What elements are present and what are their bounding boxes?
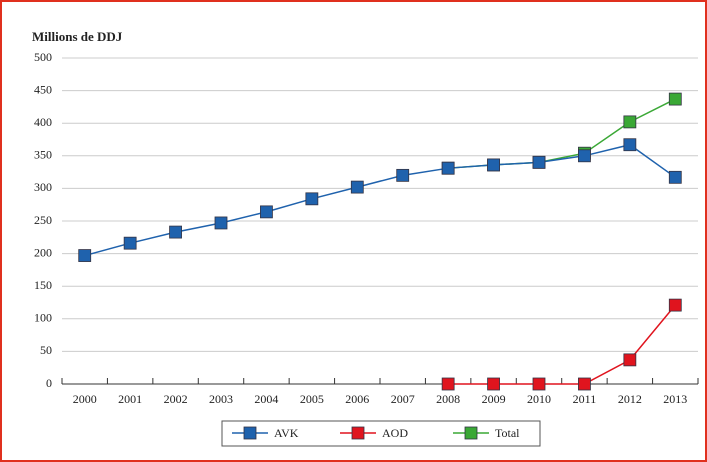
x-tick-label: 2009 [482,392,506,406]
point [260,205,273,219]
point [396,168,410,182]
point [668,298,682,312]
x-tick-label: 2001 [118,392,142,406]
x-tick-label: 2005 [300,392,324,406]
legend-marker [464,426,478,440]
series-line [84,143,676,257]
point [623,115,637,129]
point [441,161,455,175]
y-tick-label: 100 [34,311,52,325]
legend-label: Total [495,426,520,440]
point [532,377,546,391]
legend-marker [351,426,365,440]
y-tick-label: 500 [34,50,52,64]
point [441,377,455,391]
y-tick-label: 400 [34,115,52,129]
point [578,377,591,391]
y-tick-label: 200 [34,245,52,259]
point [578,149,591,163]
y-tick-label: 350 [34,148,52,162]
x-tick-label: 2011 [573,392,597,406]
x-tick-label: 2013 [663,392,687,406]
point [169,225,182,239]
point [487,377,500,391]
point [487,158,500,172]
y-tick-label: 150 [34,278,52,292]
y-tick-label: 250 [34,213,52,227]
point [123,236,137,250]
legend-label: AOD [382,426,408,440]
x-tick-label: 2006 [345,392,369,406]
point [668,170,682,184]
x-tick-label: 2007 [391,392,415,406]
legend-marker [243,426,257,440]
x-tick-label: 2012 [618,392,642,406]
point [532,155,546,169]
y-tick-label: 0 [46,376,52,390]
chart-title: Millions de DDJ [32,29,123,44]
point [305,192,319,206]
series-line [448,304,676,385]
point [214,216,228,230]
y-tick-label: 50 [40,343,52,357]
x-tick-label: 2003 [209,392,233,406]
x-tick-label: 2008 [436,392,460,406]
x-tick-label: 2002 [164,392,188,406]
point [78,249,92,262]
x-tick-label: 2000 [73,392,97,406]
point [623,138,637,152]
x-tick-label: 2010 [527,392,551,406]
x-tick-label: 2004 [254,392,278,406]
point [623,353,637,367]
y-tick-label: 450 [34,82,52,96]
y-tick-label: 300 [34,180,52,194]
point [668,92,682,106]
legend-label: AVK [274,426,299,440]
legend-box [221,420,541,447]
point [350,180,364,194]
